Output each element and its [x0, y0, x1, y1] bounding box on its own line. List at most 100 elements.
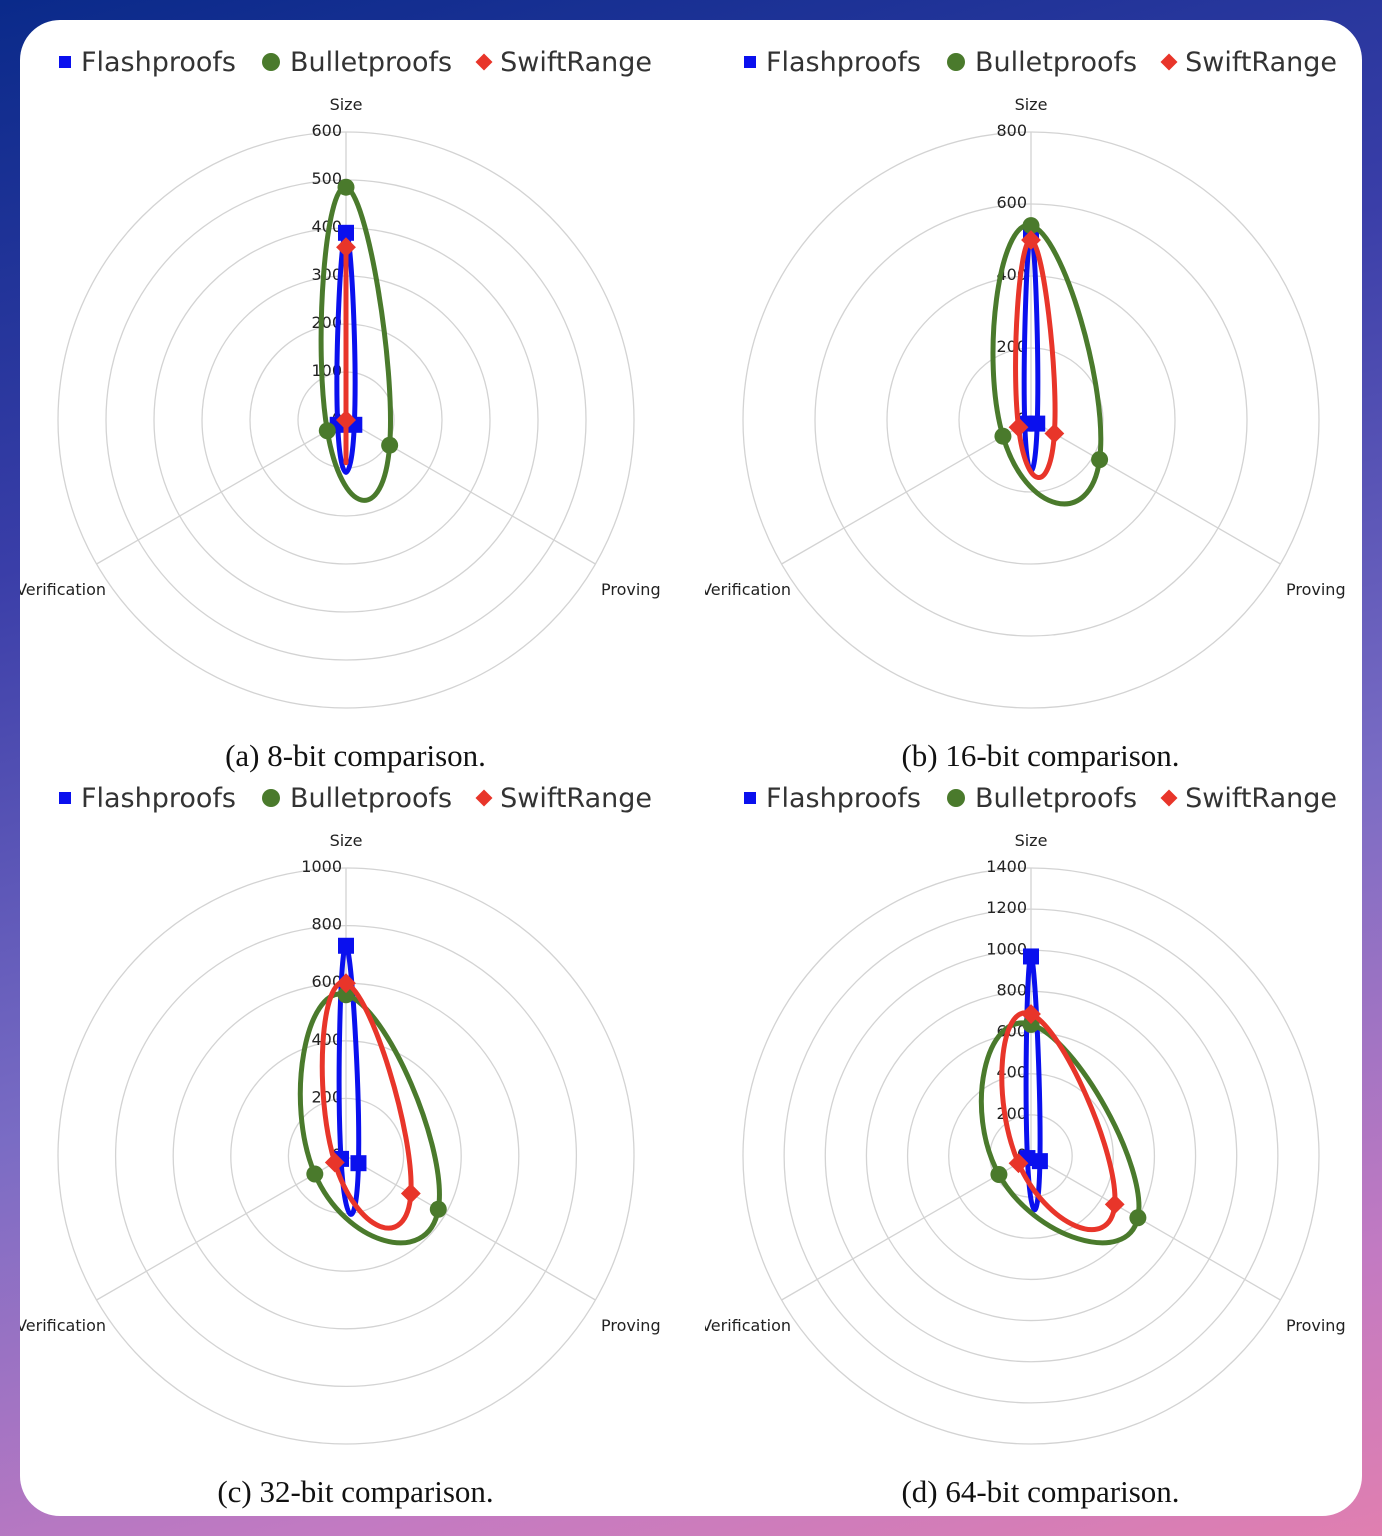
- axis-label-size: Size: [330, 831, 363, 850]
- series-line-flashproofs: [334, 230, 358, 475]
- axis-spoke: [781, 1155, 1032, 1301]
- tick-label: 800: [996, 980, 1027, 999]
- legend-item-swiftrange[interactable]: SwiftRange: [475, 782, 653, 814]
- series-line-bulletproofs: [990, 223, 1104, 507]
- tick-label: 500: [311, 169, 342, 188]
- legend-item-swiftrange[interactable]: SwiftRange: [1160, 782, 1338, 814]
- radar-chart: 0200400600800100012001400SizeProvingVeri…: [705, 831, 1346, 1445]
- data-point-bulletproofs-verification: [318, 422, 336, 440]
- data-point-bulletproofs-size: [1022, 1015, 1040, 1033]
- caption: (d) 64-bit comparison.: [901, 1474, 1180, 1509]
- axis-spoke: [1030, 419, 1281, 565]
- tick-label: 200: [996, 337, 1027, 356]
- tick-label: 1400: [986, 857, 1027, 876]
- legend-item-flashproofs[interactable]: Flashproofs: [743, 46, 921, 78]
- data-point-bulletproofs-size: [337, 178, 355, 196]
- legend-item-flashproofs[interactable]: Flashproofs: [58, 46, 236, 78]
- data-point-swiftrange-proving: [400, 1183, 421, 1204]
- series-line-bulletproofs: [318, 184, 393, 503]
- legend-item-bulletproofs[interactable]: Bulletproofs: [262, 783, 452, 814]
- data-point-bulletproofs-verification: [306, 1165, 324, 1183]
- radar-chart: 0100200300400500600SizeProvingVerificati…: [20, 95, 661, 709]
- legend-item-swiftrange[interactable]: SwiftRange: [475, 46, 653, 78]
- series-line-bulletproofs: [297, 991, 442, 1246]
- tick-label: 1000: [986, 939, 1027, 958]
- data-point-flashproofs-proving: [350, 1155, 367, 1172]
- series-line-swiftrange: [319, 980, 414, 1231]
- legend: Flashproofs Bulletproofs SwiftRange: [20, 780, 691, 816]
- legend-label: SwiftRange: [500, 46, 653, 78]
- legend-item-bulletproofs[interactable]: Bulletproofs: [262, 47, 452, 78]
- data-point-swiftrange-proving: [1104, 1194, 1125, 1215]
- data-point-flashproofs-proving: [1029, 415, 1046, 432]
- circle-marker-icon: [947, 53, 965, 71]
- axis-label-verification: Verification: [20, 580, 106, 599]
- caption: (c) 32-bit comparison.: [217, 1474, 494, 1509]
- series-line-bulletproofs: [978, 1020, 1142, 1246]
- panel-d: Flashproofs Bulletproofs SwiftRange 0200…: [705, 756, 1362, 1510]
- tick-label: 800: [311, 915, 342, 934]
- tick-label: 1000: [301, 857, 342, 876]
- data-point-bulletproofs-proving: [1091, 451, 1109, 469]
- axis-spoke: [345, 1155, 596, 1301]
- tick-label: 200: [996, 1104, 1027, 1123]
- legend-label: SwiftRange: [1185, 46, 1338, 78]
- data-point-swiftrange-size: [1021, 230, 1041, 250]
- axis-spoke: [781, 419, 1032, 565]
- square-marker-icon: [58, 56, 71, 68]
- axis-label-size: Size: [1015, 95, 1048, 114]
- radar-chart: 0200400600800SizeProvingVerification: [705, 95, 1346, 709]
- data-point-bulletproofs-verification: [994, 427, 1012, 445]
- caption: (a) 8-bit comparison.: [225, 738, 486, 773]
- tick-label: 800: [996, 121, 1027, 140]
- legend-label: Bulletproofs: [290, 46, 453, 78]
- data-point-flashproofs-size: [338, 224, 354, 241]
- legend-item-swiftrange[interactable]: SwiftRange: [1160, 46, 1338, 78]
- series-line-flashproofs: [1023, 953, 1043, 1213]
- legend-item-flashproofs[interactable]: Flashproofs: [743, 782, 921, 814]
- legend-item-bulletproofs[interactable]: Bulletproofs: [947, 783, 1137, 814]
- data-point-swiftrange-proving: [1044, 423, 1065, 444]
- square-marker-icon: [743, 792, 756, 804]
- tick-label: 1200: [986, 898, 1027, 917]
- data-point-swiftrange-size: [336, 237, 356, 258]
- circle-marker-icon: [262, 53, 280, 71]
- square-marker-icon: [58, 792, 71, 804]
- tick-label: 200: [311, 1087, 342, 1106]
- axis-label-verification: Verification: [20, 1316, 106, 1335]
- radar-chart: 02004006008001000SizeProvingVerification: [20, 831, 661, 1445]
- legend: Flashproofs Bulletproofs SwiftRange: [705, 780, 1362, 816]
- data-point-swiftrange-size: [1021, 1004, 1041, 1024]
- axis-label-proving: Proving: [601, 580, 661, 599]
- axis-label-proving: Proving: [601, 1316, 661, 1335]
- series-line-flashproofs: [336, 943, 362, 1217]
- data-point-flashproofs-size: [1023, 948, 1039, 965]
- legend: Flashproofs Bulletproofs SwiftRange: [705, 44, 1362, 80]
- panel-b: Flashproofs Bulletproofs SwiftRange 0200…: [705, 20, 1362, 774]
- data-point-flashproofs-proving: [1031, 1153, 1048, 1170]
- square-marker-icon: [743, 56, 756, 68]
- data-point-bulletproofs-proving: [1129, 1209, 1147, 1227]
- tick-label: 400: [311, 1030, 342, 1049]
- legend-label: SwiftRange: [1185, 782, 1338, 814]
- legend-label: SwiftRange: [500, 782, 653, 814]
- legend-item-bulletproofs[interactable]: Bulletproofs: [947, 47, 1137, 78]
- data-point-swiftrange-verification: [1008, 417, 1029, 438]
- legend-label: Flashproofs: [765, 46, 921, 78]
- circle-marker-icon: [947, 789, 965, 807]
- legend-label: Bulletproofs: [975, 46, 1138, 78]
- legend-item-flashproofs[interactable]: Flashproofs: [58, 783, 236, 814]
- axis-label-verification: Verification: [705, 1316, 791, 1335]
- data-point-bulletproofs-proving: [381, 436, 399, 454]
- tick-label: 600: [311, 121, 342, 140]
- data-point-flashproofs-size: [338, 937, 354, 954]
- data-point-bulletproofs-size: [1022, 217, 1040, 235]
- axis-label-size: Size: [1015, 831, 1048, 850]
- panel-c: Flashproofs Bulletproofs SwiftRange 0200…: [20, 756, 691, 1510]
- legend-label: Flashproofs: [765, 782, 921, 814]
- axis-label-verification: Verification: [705, 580, 791, 599]
- circle-marker-icon: [262, 789, 280, 807]
- legend-label: Flashproofs: [80, 46, 236, 78]
- data-point-swiftrange-verification: [336, 410, 356, 430]
- figure-card: Flashproofs Bulletproofs SwiftRange 0100…: [20, 20, 1362, 1516]
